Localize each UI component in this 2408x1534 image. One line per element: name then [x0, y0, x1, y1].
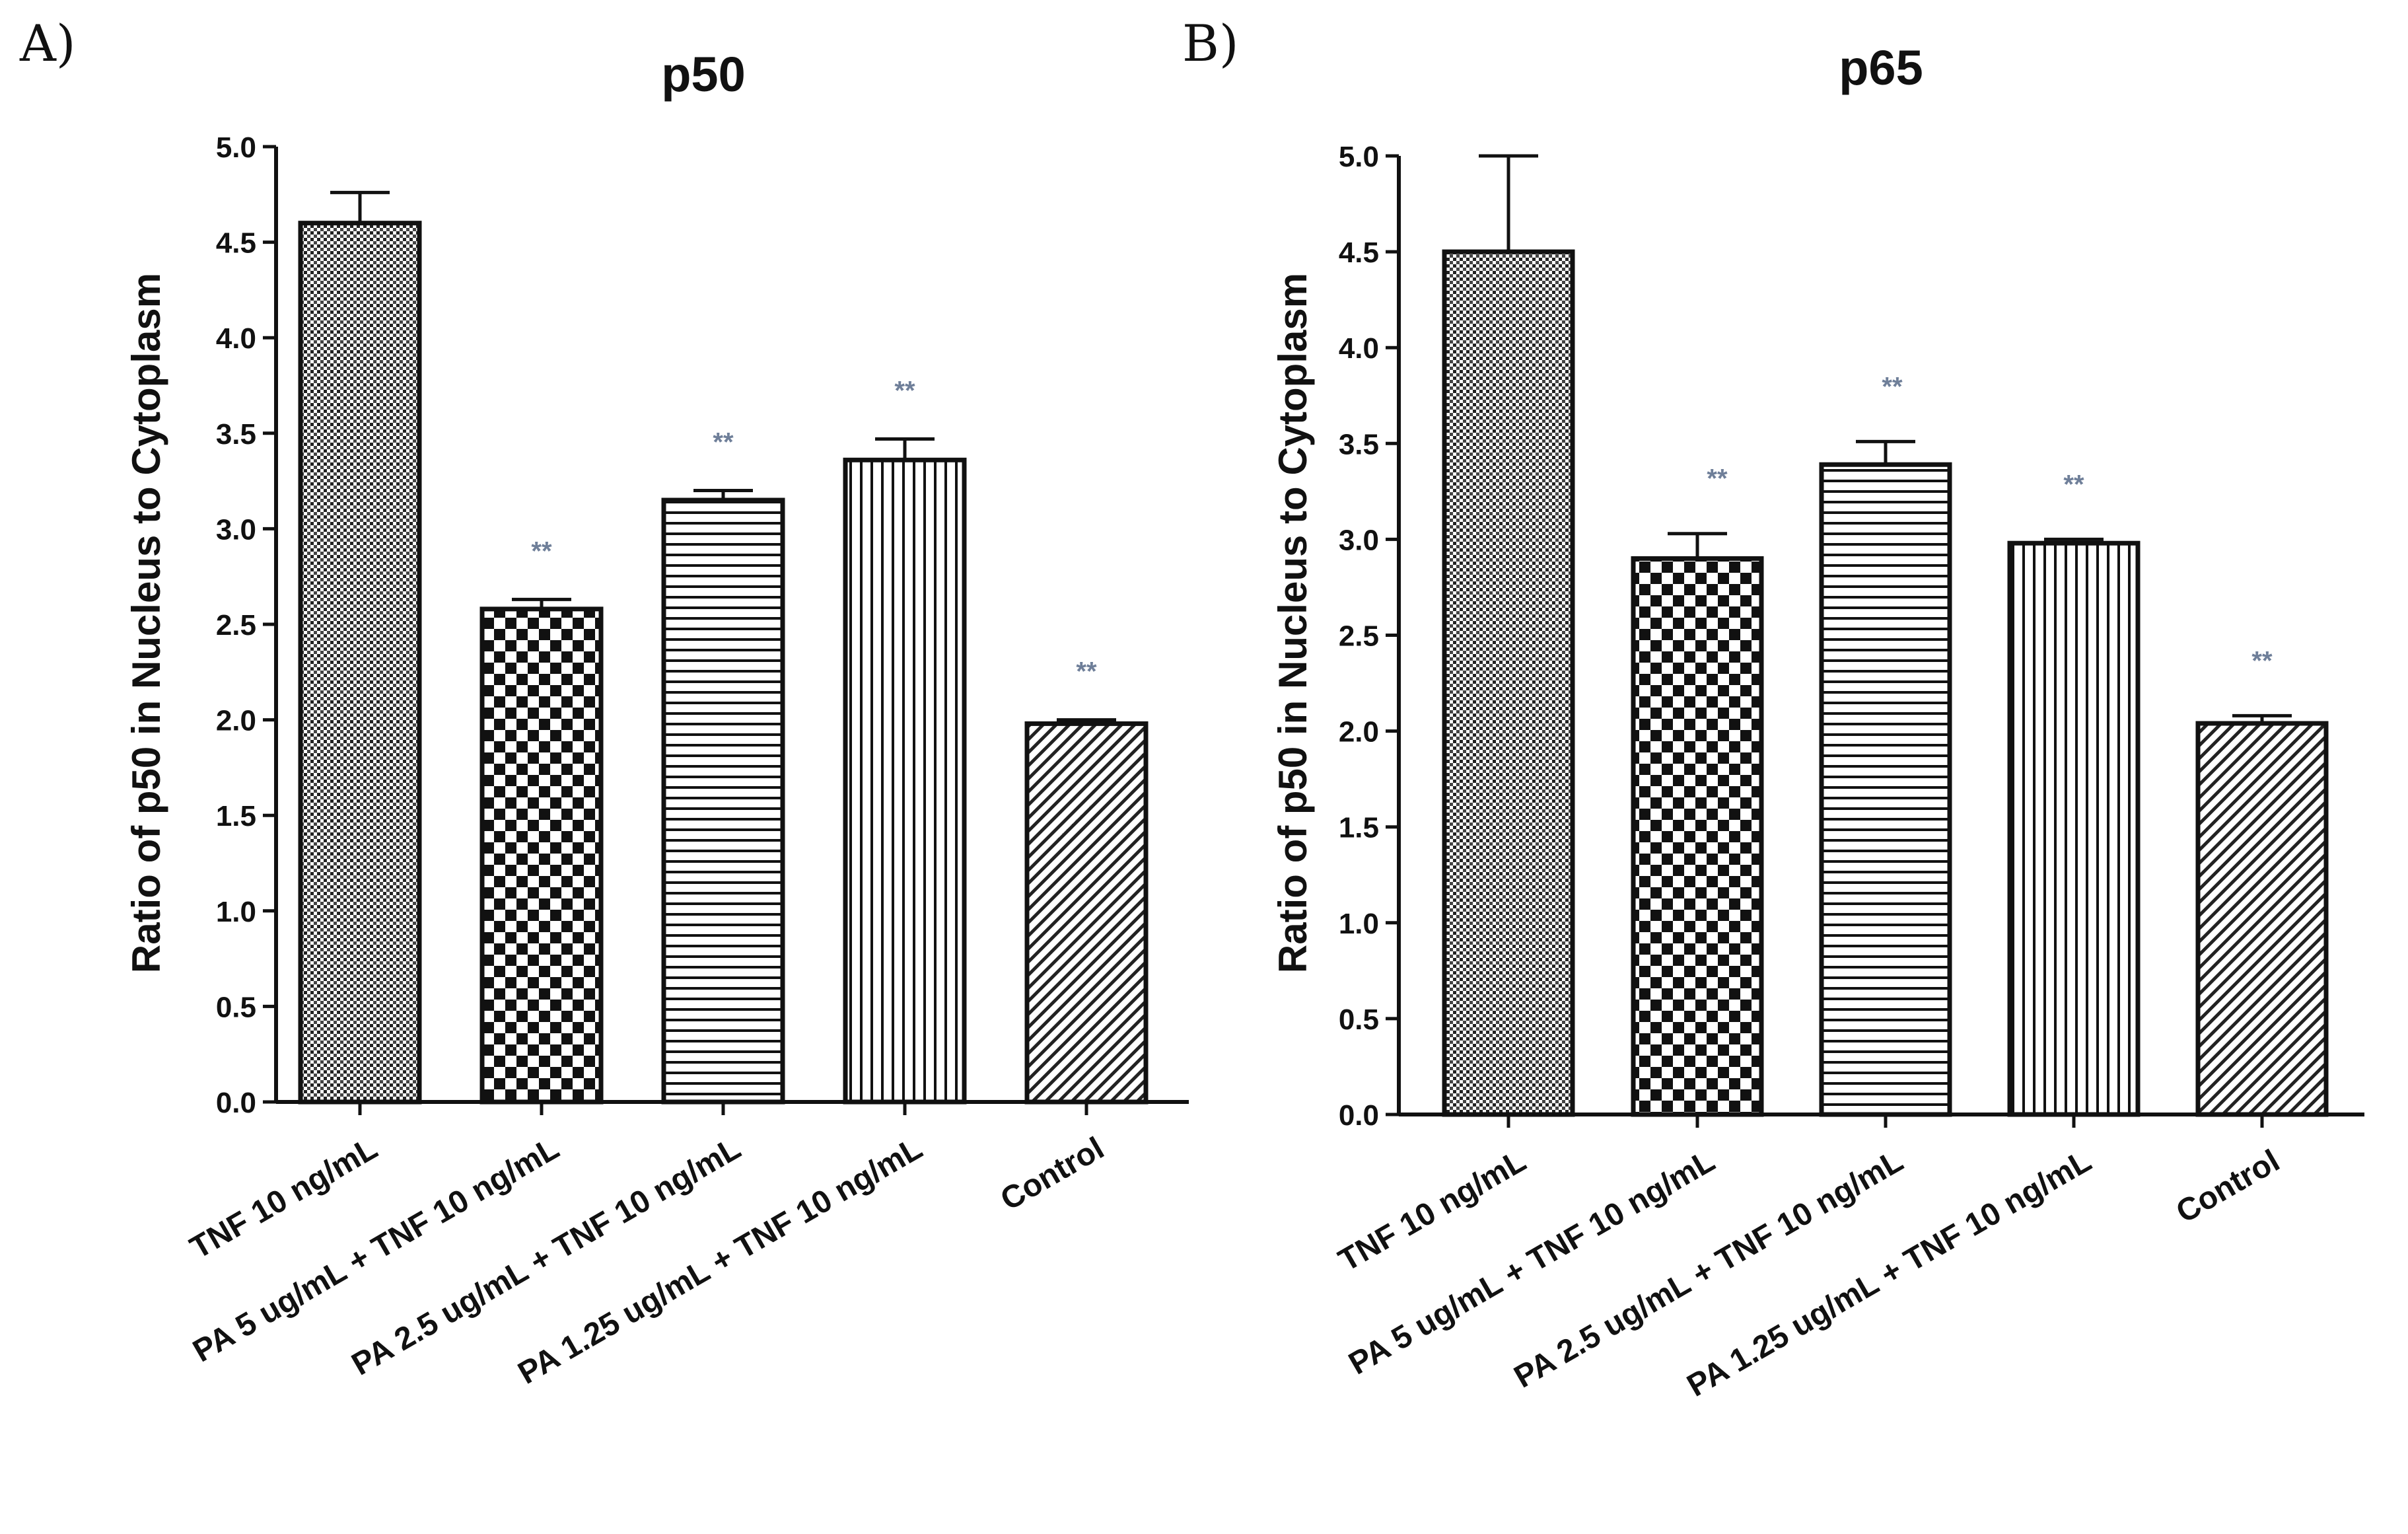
x-category-label: Control [2170, 1144, 2285, 1230]
y-tick-label: 1.0 [1339, 908, 1379, 940]
panel-letter-a: A) [19, 14, 76, 73]
y-tick-label: 1.5 [216, 800, 256, 832]
chart-title-b: p65 [1839, 40, 1923, 95]
chart-title-a: p50 [661, 47, 746, 102]
bar [1631, 556, 1764, 1117]
bar [2007, 540, 2141, 1117]
plot-area-b: 0.0 0.5 1.0 1.5 2.0 2.5 3.0 3.5 4.0 4.5 5.0 TNF 10 … [1333, 141, 2364, 1404]
y-tick-label: 0.5 [216, 991, 256, 1023]
chart-panel-a: A) p50 Ratio of p50 in Nucleus to Cytopl… [19, 14, 1189, 1391]
bar [479, 606, 604, 1105]
y-tick-label: 1.5 [1339, 812, 1379, 844]
significance-label: ** [1076, 657, 1097, 686]
x-category-label: Control [995, 1131, 1110, 1218]
y-tick-label: 4.5 [1339, 237, 1379, 269]
y-tick-label: 5.0 [216, 131, 256, 164]
y-tick-label: 5.0 [1339, 141, 1379, 173]
x-category-label: PA 5 ug/mL + TNF 10 ng/mL [1343, 1144, 1721, 1382]
significance-label: ** [2063, 470, 2084, 499]
significance-label: ** [1707, 464, 1728, 493]
x-category-label: TNF 10 ng/mL [1333, 1144, 1532, 1279]
y-tick-label: 1.0 [216, 896, 256, 928]
bar [1819, 462, 1952, 1117]
bar [2195, 721, 2329, 1117]
bar [1442, 249, 1575, 1117]
chart-panel-b: B) p65 Ratio of p50 in Nucleus to Cytopl… [1182, 14, 2364, 1404]
y-tick-label: 2.5 [216, 609, 256, 641]
y-tick-label: 3.5 [1339, 428, 1379, 460]
y-tick-label: 3.0 [1339, 524, 1379, 556]
y-tick-label: 2.5 [1339, 620, 1379, 653]
bar [843, 457, 967, 1105]
bar [1024, 721, 1149, 1105]
significance-label: ** [531, 536, 552, 566]
significance-label: ** [894, 376, 915, 405]
y-tick-label: 2.0 [216, 705, 256, 737]
y-tick-label: 0.5 [1339, 1004, 1379, 1036]
y-axis-label-a: Ratio of p50 in Nucleus to Cytoplasm [124, 273, 168, 973]
significance-label: ** [2251, 646, 2273, 675]
y-tick-label: 2.0 [1339, 716, 1379, 749]
y-tick-label: 0.0 [1339, 1099, 1379, 1132]
significance-label: ** [713, 428, 734, 457]
y-tick-label: 3.0 [216, 513, 256, 546]
y-tick-label: 4.0 [216, 322, 256, 355]
y-axis-label-b: Ratio of p50 in Nucleus to Cytoplasm [1271, 273, 1315, 973]
bar [298, 221, 422, 1105]
y-tick-label: 3.5 [216, 418, 256, 451]
panel-letter-b: B) [1182, 14, 1239, 73]
y-tick-label: 4.0 [1339, 332, 1379, 365]
y-tick-label: 4.5 [216, 227, 256, 260]
y-tick-label: 0.0 [216, 1087, 256, 1119]
significance-label: ** [1882, 372, 1903, 401]
bar [661, 497, 785, 1105]
x-category-label: PA 5 ug/mL + TNF 10 ng/mL [188, 1131, 565, 1370]
